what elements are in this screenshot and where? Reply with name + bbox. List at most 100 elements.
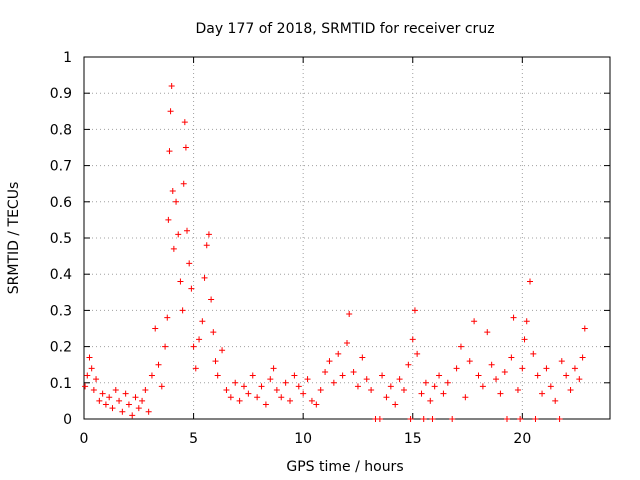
data-point (88, 365, 95, 372)
data-point (278, 394, 285, 401)
data-point (532, 416, 539, 422)
data-point (346, 311, 353, 318)
data-point (510, 314, 517, 321)
data-point (84, 372, 91, 379)
data-point (576, 376, 583, 383)
data-point (82, 383, 89, 390)
data-point (122, 390, 129, 397)
data-point (368, 387, 375, 394)
data-point (165, 216, 172, 223)
data-point (339, 372, 346, 379)
data-point (558, 358, 565, 365)
data-point (145, 408, 152, 415)
data-point (152, 325, 159, 332)
data-point (409, 336, 416, 343)
y-tick-label: 0.4 (50, 267, 72, 283)
data-point (308, 397, 315, 404)
data-point (270, 365, 277, 372)
data-point (199, 318, 206, 325)
data-point (190, 343, 197, 350)
data-point (556, 416, 563, 422)
x-tick-label: 0 (80, 431, 89, 447)
y-tick-label: 0.1 (50, 376, 72, 392)
data-point (210, 329, 217, 336)
data-point (262, 401, 269, 408)
data-point (453, 365, 460, 372)
data-point (139, 397, 146, 404)
y-tick-label: 0.2 (50, 340, 72, 356)
data-point (184, 227, 191, 234)
data-point (208, 296, 215, 303)
data-point (444, 379, 451, 386)
data-point (387, 383, 394, 390)
data-point (440, 390, 447, 397)
data-point (295, 383, 302, 390)
data-point (359, 354, 366, 361)
data-point (219, 347, 226, 354)
data-point (267, 376, 274, 383)
data-point (236, 397, 243, 404)
data-point (304, 376, 311, 383)
data-point (534, 372, 541, 379)
data-point (497, 390, 504, 397)
data-point (471, 318, 478, 325)
data-point (493, 376, 500, 383)
data-point (344, 339, 350, 346)
data-point (93, 376, 100, 383)
data-point (203, 242, 210, 249)
x-tick-label: 10 (294, 431, 312, 447)
data-point (162, 343, 169, 350)
data-points (82, 82, 588, 422)
data-point (188, 285, 195, 292)
data-point (414, 350, 421, 357)
data-point (567, 387, 574, 394)
y-tick-label: 0.9 (50, 86, 72, 102)
data-point (400, 387, 407, 394)
data-point (407, 416, 414, 422)
data-point (182, 144, 189, 151)
data-point (169, 187, 176, 194)
data-point (503, 416, 510, 422)
data-point (475, 372, 482, 379)
data-point (484, 329, 491, 336)
data-point (335, 350, 342, 357)
data-point (135, 405, 142, 412)
data-point (322, 368, 329, 375)
y-tick-label: 0.7 (50, 159, 72, 175)
data-point (186, 260, 193, 267)
data-point (488, 361, 495, 368)
data-point (142, 387, 149, 394)
data-point (383, 394, 390, 401)
data-point (523, 318, 530, 325)
data-point (552, 397, 559, 404)
data-point (173, 198, 180, 205)
data-point (287, 397, 294, 404)
data-point (167, 108, 174, 115)
y-tick-label: 0.8 (50, 122, 72, 138)
data-point (158, 383, 165, 390)
y-tick-label: 0.5 (50, 231, 72, 247)
data-point (164, 314, 171, 321)
data-point (175, 231, 182, 238)
data-point (129, 412, 136, 419)
data-point (96, 397, 103, 404)
chart-title: Day 177 of 2018, SRMTID for receiver cru… (195, 21, 494, 37)
data-point (177, 278, 184, 285)
data-point (223, 387, 230, 394)
x-tick-label: 15 (404, 431, 422, 447)
data-point (519, 365, 526, 372)
data-point (112, 387, 119, 394)
data-point (405, 361, 412, 368)
data-point (106, 394, 113, 401)
data-point (508, 354, 515, 361)
data-point (258, 383, 265, 390)
data-point (330, 379, 337, 386)
data-point (119, 408, 126, 415)
data-point (300, 390, 307, 397)
data-point (581, 325, 588, 332)
y-tick-label: 0.3 (50, 303, 72, 319)
data-point (449, 416, 456, 422)
data-point (168, 82, 175, 89)
data-point (181, 119, 188, 126)
